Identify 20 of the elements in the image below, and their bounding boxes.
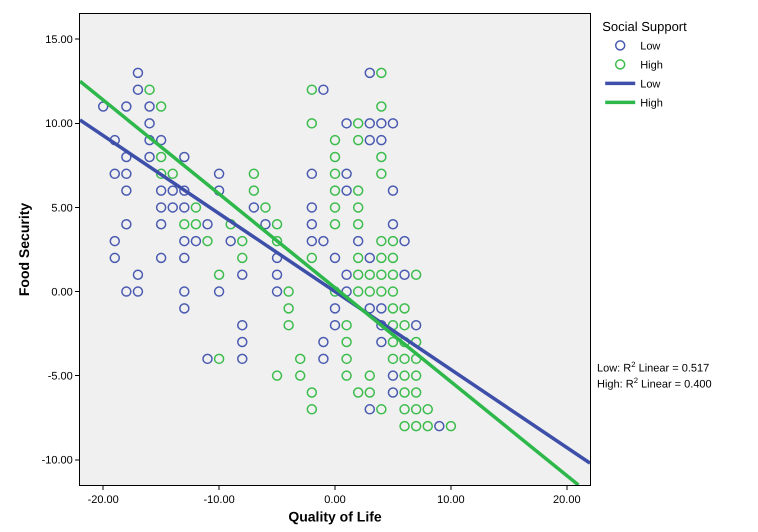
y-axis-title: Food Security: [16, 202, 32, 296]
x-tick-label: 10.00: [437, 494, 465, 506]
y-tick-label: 10.00: [45, 118, 73, 130]
y-tick-label: -5.00: [48, 370, 73, 383]
text: High: R$^{2}$ Linear = 0.400: [597, 376, 712, 391]
x-tick-label: 0.00: [324, 494, 346, 506]
y-tick-label: -10.00: [42, 454, 73, 467]
legend-label: High: [640, 60, 663, 72]
x-tick-label: -20.00: [88, 494, 119, 506]
x-axis-title: Quality of Life: [288, 508, 382, 524]
legend-label: High: [640, 98, 663, 110]
text: Low: R$^{2}$ Linear = 0.517: [597, 360, 710, 375]
y-tick-label: 0.00: [51, 286, 73, 298]
legend-label: Low: [640, 40, 660, 53]
y-tick-label: 15.00: [45, 34, 73, 46]
x-tick-label: 20.00: [553, 494, 581, 506]
y-tick-label: 5.00: [51, 202, 73, 214]
x-tick-label: -10.00: [203, 494, 235, 506]
legend-title: Social Support: [602, 18, 688, 34]
legend-label: Low: [640, 78, 660, 91]
